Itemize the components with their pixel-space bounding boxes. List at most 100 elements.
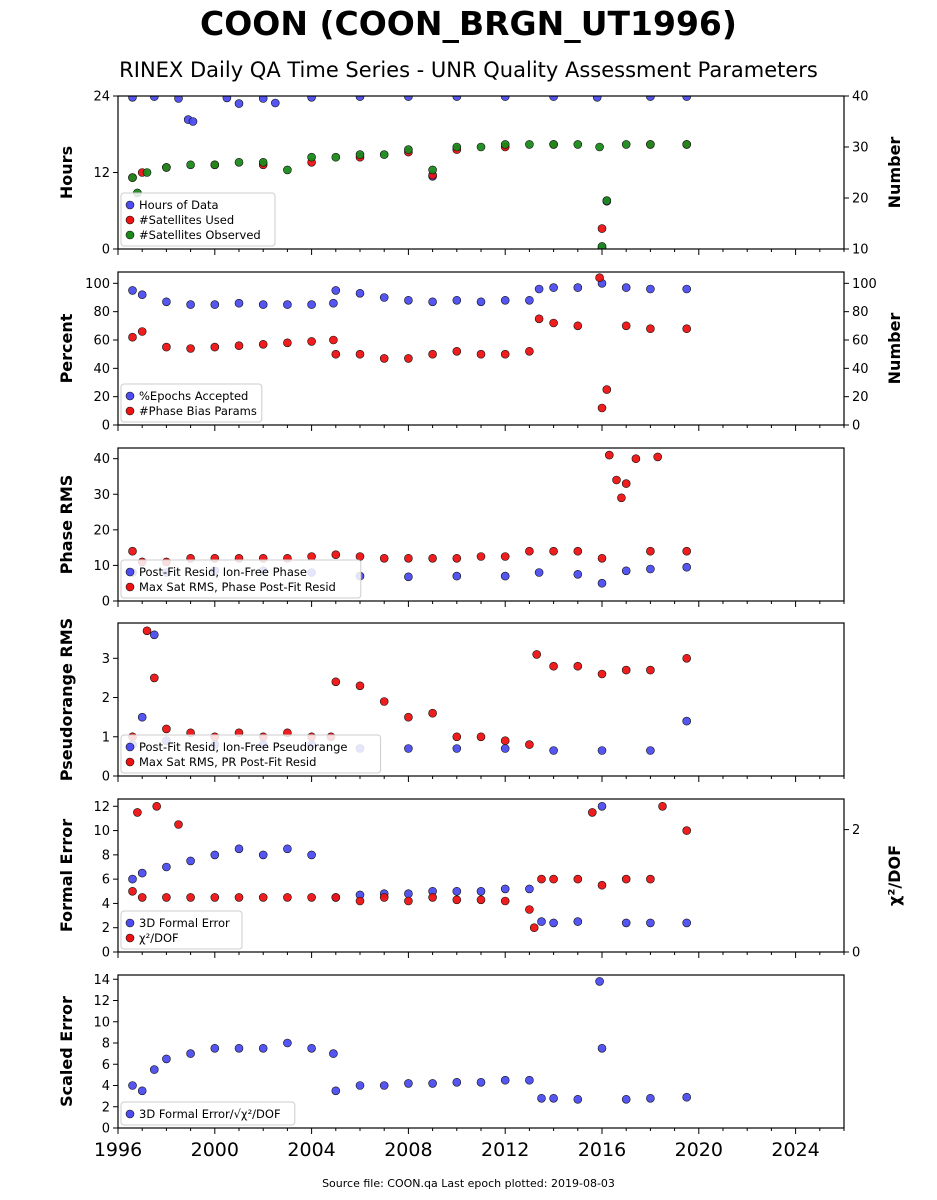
ytick-label: 1	[102, 730, 110, 745]
percent-series1-point	[307, 337, 316, 346]
hours-series0-point	[258, 96, 268, 103]
ytick-label: 80	[93, 305, 110, 320]
pseudorange-series1-point	[682, 653, 692, 663]
legend-marker	[125, 200, 135, 210]
formal-series0-point	[258, 850, 268, 860]
formal-series1-point	[210, 893, 220, 902]
hours-series2-point	[331, 152, 341, 162]
panel-percent: 0 20 40 60 80 100 0 20 40 60 80 100 Percent Number %Ep…	[57, 271, 904, 434]
percent-series1-point	[573, 321, 583, 331]
ytick-label: 0	[102, 419, 110, 434]
percent-series0-point	[258, 300, 268, 309]
legend-marker	[125, 757, 135, 767]
ylabel: Hours	[57, 146, 76, 199]
percent-series0-point	[137, 290, 147, 300]
legend: Post-Fit Resid, Ion-Free PseudorangeMax …	[120, 734, 382, 774]
hours-series2-point	[428, 165, 437, 175]
scaled-series0-point	[428, 1079, 437, 1088]
ytick-label: 24	[93, 90, 110, 105]
legend-marker	[125, 918, 135, 928]
hours-series1-point	[597, 224, 607, 233]
formal-series1-point	[137, 893, 147, 902]
scaled-series0-point	[186, 1049, 195, 1058]
xtick-label: 2016	[578, 1139, 626, 1161]
phase-series1-point	[573, 546, 583, 556]
percent-series0-point	[682, 284, 692, 294]
formal-series1-point	[587, 808, 597, 817]
y2tick-label: 80	[852, 305, 869, 320]
formal-series1-point	[549, 874, 558, 884]
ylabel: Percent	[57, 313, 76, 383]
formal-series0-point	[573, 917, 583, 926]
phase-series0-point	[597, 578, 607, 588]
formal-series0-point	[537, 917, 546, 926]
pseudorange-series0-point	[137, 712, 147, 722]
pseudorange-series1-point	[331, 677, 341, 687]
phase-series1-point	[476, 552, 486, 561]
legend-marker	[125, 582, 135, 592]
hours-series2-point	[162, 163, 171, 172]
hours-series0-point	[234, 99, 244, 108]
y2label: Number	[885, 313, 904, 385]
legend-marker	[125, 215, 135, 225]
scaled-series0-point	[621, 1095, 631, 1104]
hours-series2-point	[500, 140, 510, 149]
legend-box	[120, 910, 243, 950]
formal-series1-point	[258, 893, 268, 902]
hours-series2-point	[258, 158, 268, 167]
phase-series1-point	[612, 475, 621, 485]
legend-entry: Hours of Data	[139, 198, 219, 212]
formal-series1-point	[133, 808, 142, 817]
percent-series1-point	[162, 342, 171, 352]
pseudorange-series1-point	[646, 665, 655, 675]
pseudorange-series0-point	[597, 746, 607, 755]
legend-entry: Post-Fit Resid, Ion-Free Phase	[139, 565, 307, 579]
percent-series1-point	[549, 318, 558, 328]
hours-series2-point	[186, 160, 195, 170]
legend-entry: #Phase Bias Params	[139, 404, 257, 418]
legend-box	[120, 734, 382, 774]
y2tick-label: 20	[852, 390, 869, 405]
scaled-series0-point	[573, 1095, 583, 1104]
ytick-label: 60	[93, 334, 110, 349]
percent-series0-point	[476, 297, 486, 307]
legend-entry: χ²/DOF	[139, 931, 179, 945]
ytick-label: 2	[102, 1100, 110, 1115]
formal-series1-point	[452, 895, 462, 905]
ytick-label: 10	[93, 824, 110, 839]
phase-series0-point	[452, 571, 462, 581]
legend-marker	[125, 1109, 135, 1119]
panel-scaled: 0 2 4 6 8 10 12 14 1996 2000 2004 2008 2012 2016 2020 2…	[57, 973, 845, 1161]
pseudorange-series1-point	[379, 697, 389, 706]
formal-series1-point	[621, 874, 631, 884]
formal-series0-point	[682, 918, 692, 928]
phase-series1-point	[331, 550, 341, 560]
legend: 3D Formal Error/√χ²/DOF	[120, 1101, 296, 1126]
phase-series1-point	[500, 552, 510, 561]
percent-series0-point	[128, 286, 137, 295]
xtick-label: 1996	[94, 1139, 142, 1161]
formal-series1-point	[537, 874, 546, 884]
hours-series2-point	[404, 145, 413, 154]
xtick-label: 2024	[771, 1139, 819, 1161]
y2tick-label: 0	[852, 946, 860, 961]
panel-pseudorange: 0 1 2 3 Pseudorange RMS Post-Fit Resid, Ion-F…	[57, 618, 845, 785]
percent-series0-point	[573, 283, 583, 292]
hours-series2-point	[452, 142, 462, 152]
formal-series1-point	[307, 893, 316, 902]
ytick-label: 10	[93, 559, 110, 574]
percent-series1-point	[428, 349, 437, 359]
scaled-series0-point	[258, 1044, 268, 1053]
scaled-series0-point	[283, 1038, 292, 1048]
pseudorange-series1-point	[355, 681, 365, 691]
percent-series1-point	[682, 324, 692, 334]
markers-hours	[128, 96, 692, 249]
percent-series1-point	[137, 327, 147, 336]
scaled-series0-point	[355, 1081, 365, 1090]
percent-series0-point	[621, 283, 631, 292]
percent-series0-point	[186, 300, 195, 309]
ytick-label: 14	[93, 973, 110, 988]
formal-series1-point	[379, 893, 389, 902]
formal-series1-point	[234, 893, 244, 902]
formal-series1-point	[658, 801, 667, 811]
